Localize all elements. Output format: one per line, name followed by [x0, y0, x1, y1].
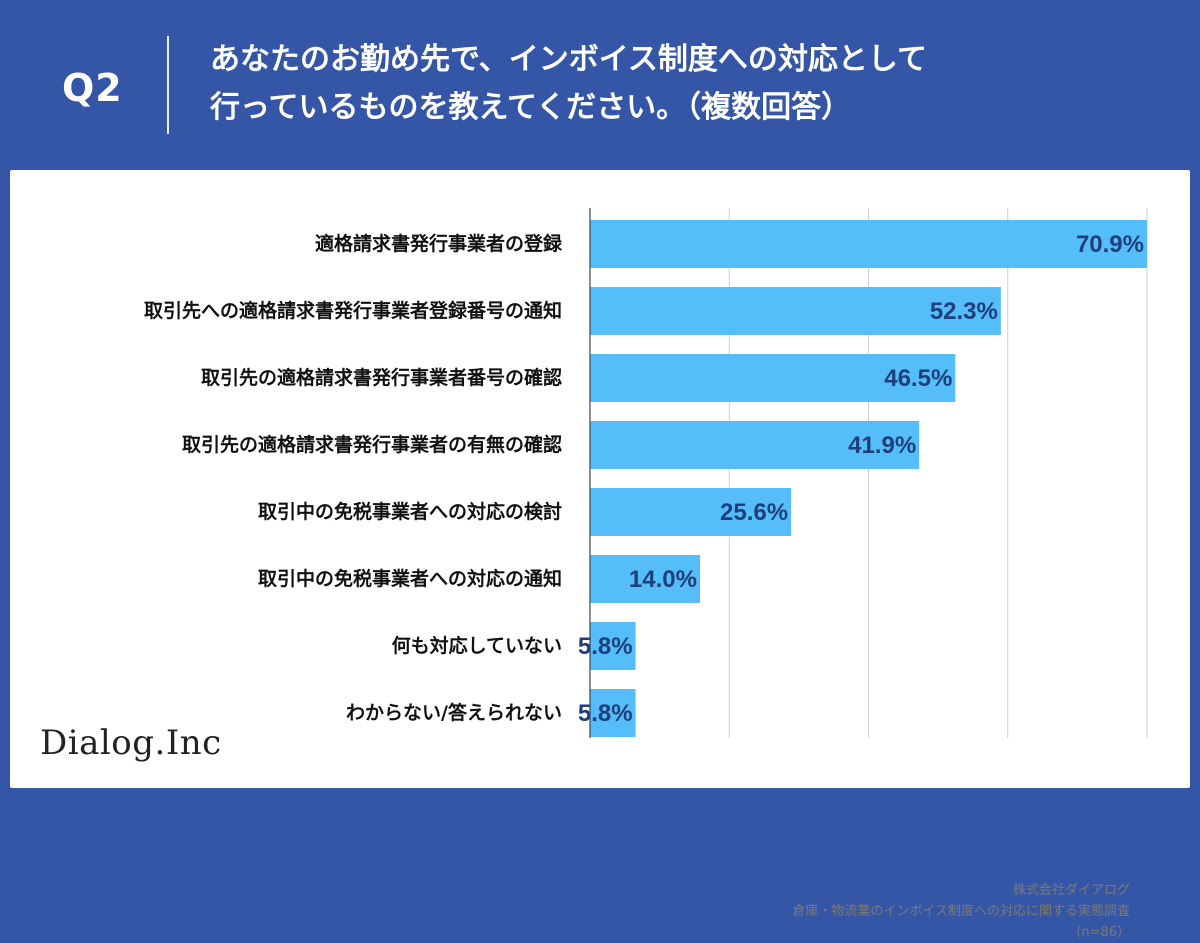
chart-panel: 70.9% 52.3% 46.5% 41.9% 25.6% 14.0% 5.8% 5.8% 適… — [10, 170, 1190, 940]
value-label: 14.0% — [629, 566, 697, 593]
bar-chart: 70.9% 52.3% 46.5% 41.9% 25.6% 14.0% 5.8% 5.8% — [578, 208, 1148, 738]
value-label: 46.5% — [884, 365, 952, 392]
source-survey: 倉庫・物流業のインボイス制度への対応に関する実態調査 — [792, 904, 1130, 919]
header: Q2 あなたのお勤め先で、インボイス制度への対応として 行っているものを教えてく… — [0, 0, 1200, 170]
bar — [590, 488, 792, 536]
value-label: 5.8% — [578, 700, 633, 727]
source-block: 株式会社ダイアログ 倉庫・物流業のインボイス制度への対応に関する実態調査 （n=… — [792, 880, 1130, 943]
bar — [590, 622, 636, 670]
category-label: わからない/答えられない — [346, 702, 562, 724]
bar — [590, 689, 636, 737]
bar — [590, 555, 700, 603]
bar — [590, 287, 1001, 335]
bars — [590, 220, 1147, 737]
value-label: 25.6% — [720, 499, 788, 526]
sample-size: （n=86） — [1068, 925, 1130, 940]
header-divider — [167, 36, 169, 134]
category-label: 取引先への適格請求書発行事業者登録番号の通知 — [143, 300, 562, 322]
company-logo: Dialog.Inc — [40, 723, 222, 763]
category-label: 何も対応していない — [391, 635, 562, 657]
bar — [590, 220, 1147, 268]
category-label: 取引先の適格請求書発行事業者番号の確認 — [200, 367, 562, 389]
category-label: 適格請求書発行事業者の登録 — [314, 233, 562, 255]
value-label: 5.8% — [578, 633, 633, 660]
bar — [590, 421, 920, 469]
category-label: 取引先の適格請求書発行事業者の有無の確認 — [181, 434, 562, 456]
value-label: 70.9% — [1076, 231, 1144, 258]
source-company: 株式会社ダイアログ — [1012, 883, 1130, 898]
bar — [590, 354, 956, 402]
category-label: 取引中の免税事業者への対応の通知 — [257, 568, 562, 590]
question-number: Q2 — [62, 66, 123, 110]
question-line-1: あなたのお勤め先で、インボイス制度への対応として — [210, 42, 927, 77]
question-line-2: 行っているものを教えてください。（複数回答） — [210, 90, 852, 125]
value-labels: 70.9% 52.3% 46.5% 41.9% 25.6% 14.0% 5.8% 5.8% — [578, 231, 1144, 727]
value-label: 41.9% — [848, 432, 916, 459]
question-text: あなたのお勤め先で、インボイス制度への対応として 行っているものを教えてください… — [210, 36, 1150, 132]
value-label: 52.3% — [930, 298, 998, 325]
category-label: 取引中の免税事業者への対応の検討 — [257, 501, 562, 523]
